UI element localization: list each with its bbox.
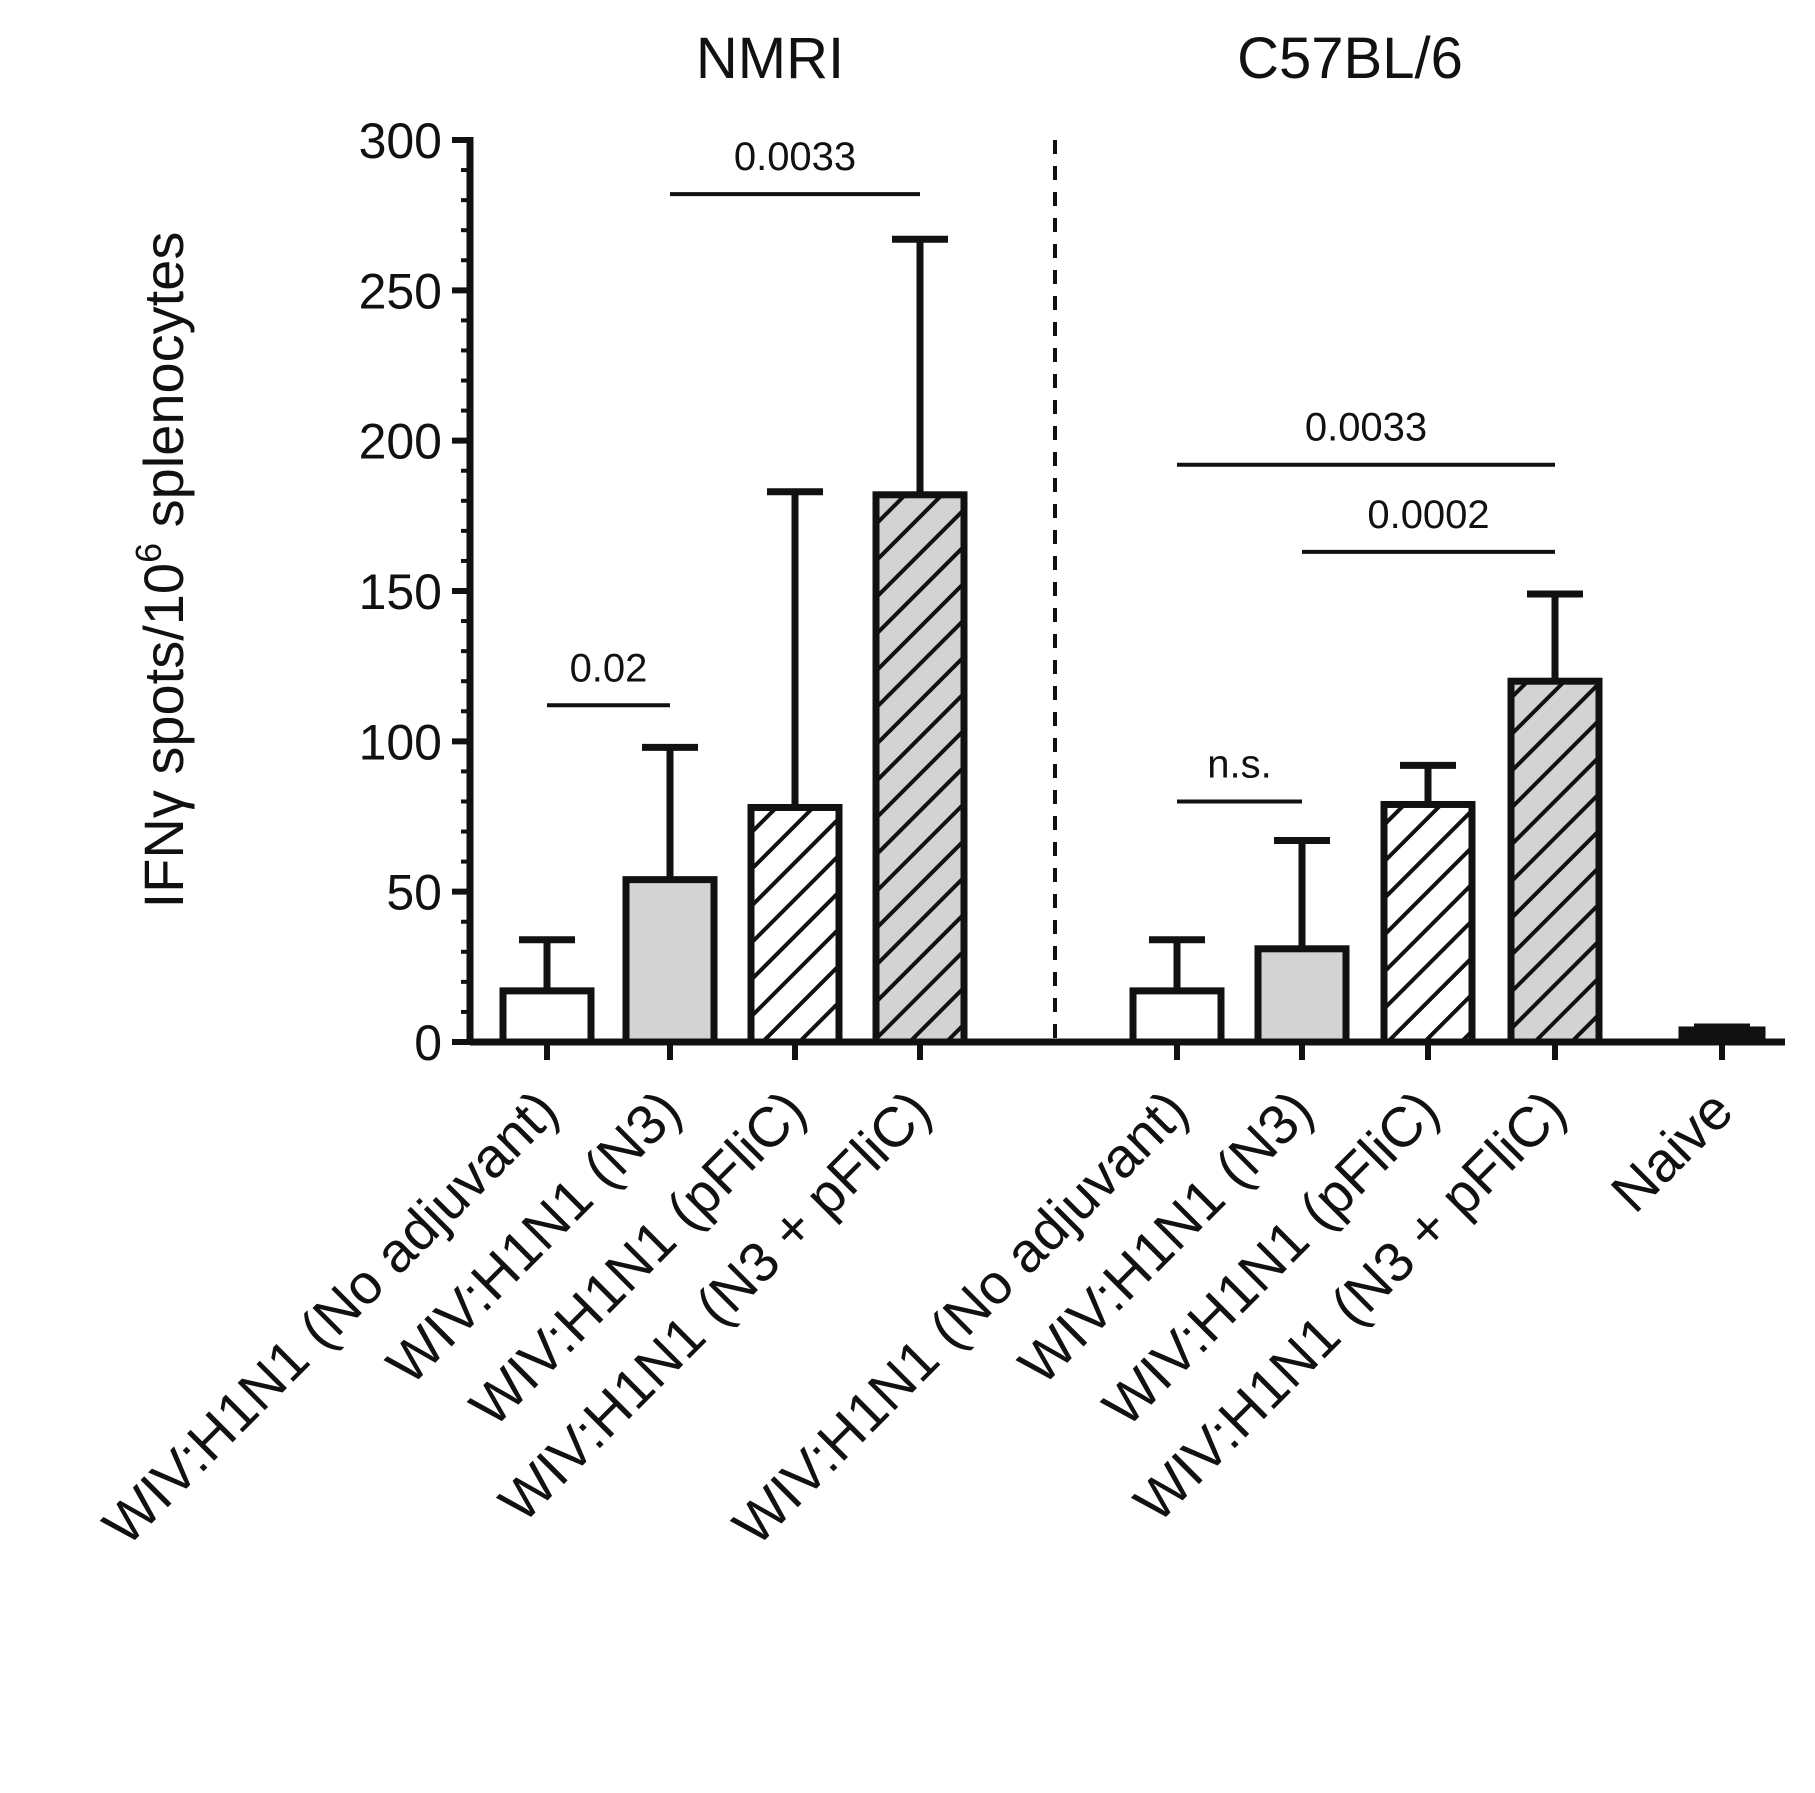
y-axis-label-main: IFNγ spots/10 — [132, 563, 195, 908]
bar — [747, 803, 843, 1046]
group-title: NMRI — [696, 26, 844, 91]
x-axis — [470, 1038, 1785, 1060]
bars — [499, 491, 1766, 1046]
significance-brackets: 0.02 0.0033 n.s. 0.0033 0.0002 — [547, 135, 1555, 804]
significance-label: 0.02 — [570, 646, 648, 690]
significance-label: 0.0002 — [1367, 493, 1489, 537]
category-label: Naive — [1599, 1078, 1745, 1224]
y-tick-label: 150 — [359, 564, 442, 620]
y-tick-label: 100 — [359, 714, 442, 770]
bar — [1380, 800, 1476, 1046]
y-axis: 0 50 100 150 200 250 300 — [359, 113, 474, 1071]
category-labels: WIV:H1N1 (No adjuvant)WIV:H1N1 (N3)WIV:H… — [91, 1078, 1745, 1557]
y-axis-label-superscript: 6 — [128, 543, 169, 563]
y-tick-label: 0 — [414, 1015, 442, 1071]
significance-label: n.s. — [1207, 742, 1271, 786]
y-tick-label: 50 — [386, 865, 442, 921]
group-titles: NMRI C57BL/6 — [696, 26, 1463, 91]
bar — [499, 987, 595, 1046]
error-bars — [519, 235, 1750, 1031]
y-axis-label-tail: splenocytes — [132, 232, 195, 543]
bar — [872, 491, 968, 1046]
significance-label: 0.0033 — [734, 135, 856, 179]
y-tick-label: 300 — [359, 113, 442, 169]
bar — [1507, 677, 1603, 1046]
y-tick-label: 200 — [359, 414, 442, 470]
y-tick-label: 250 — [359, 263, 442, 319]
significance-label: 0.0033 — [1305, 406, 1427, 450]
bar — [1129, 987, 1225, 1046]
y-axis-label: IFNγ spots/106 splenocytes — [128, 232, 195, 909]
bar — [622, 876, 718, 1046]
bar — [1254, 945, 1350, 1046]
group-title: C57BL/6 — [1237, 26, 1463, 91]
